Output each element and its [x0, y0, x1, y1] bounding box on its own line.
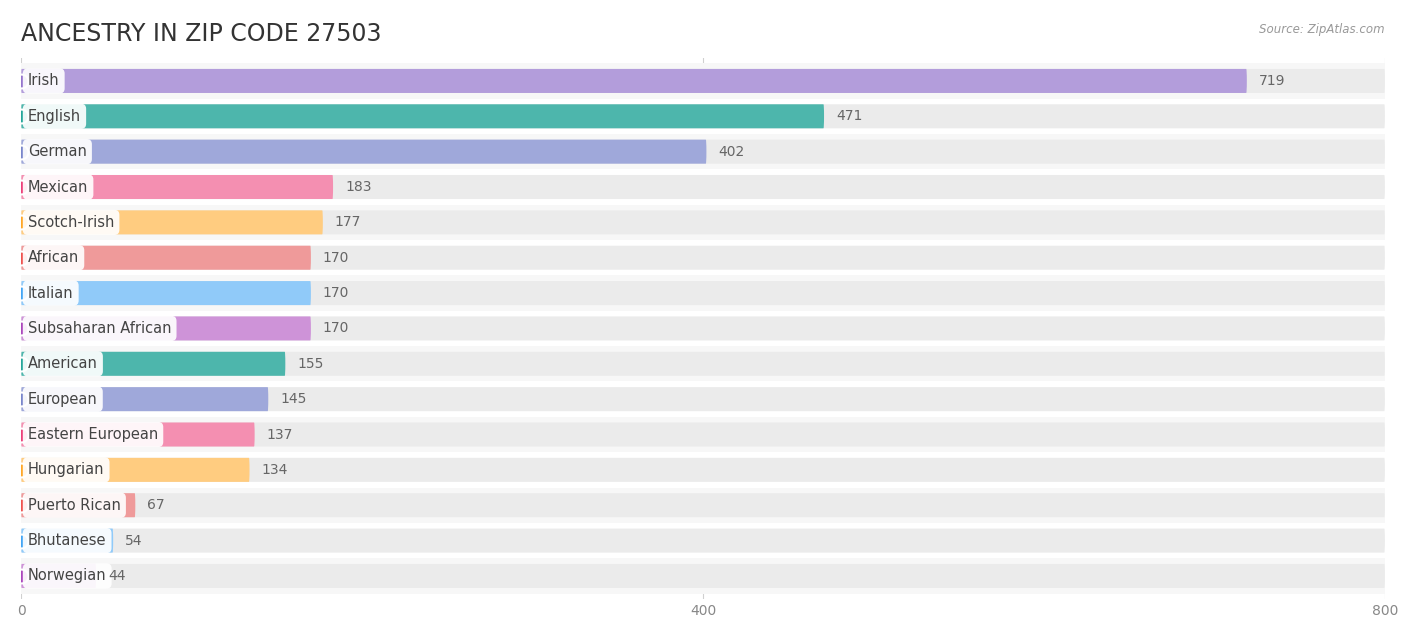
FancyBboxPatch shape — [21, 134, 1385, 169]
FancyBboxPatch shape — [21, 417, 1385, 452]
FancyBboxPatch shape — [21, 316, 1385, 341]
FancyBboxPatch shape — [21, 311, 1385, 346]
Text: 155: 155 — [297, 357, 323, 371]
Text: Eastern European: Eastern European — [28, 427, 157, 442]
FancyBboxPatch shape — [21, 352, 285, 376]
Text: Norwegian: Norwegian — [28, 569, 107, 583]
Text: Bhutanese: Bhutanese — [28, 533, 107, 548]
Text: Subsaharan African: Subsaharan African — [28, 321, 172, 336]
Text: Hungarian: Hungarian — [28, 462, 104, 477]
Text: 719: 719 — [1258, 74, 1285, 88]
Text: Italian: Italian — [28, 285, 73, 301]
Text: ANCESTRY IN ZIP CODE 27503: ANCESTRY IN ZIP CODE 27503 — [21, 23, 381, 46]
FancyBboxPatch shape — [21, 205, 1385, 240]
FancyBboxPatch shape — [21, 352, 1385, 376]
FancyBboxPatch shape — [21, 246, 311, 270]
FancyBboxPatch shape — [21, 63, 1385, 99]
FancyBboxPatch shape — [21, 140, 1385, 164]
FancyBboxPatch shape — [21, 529, 1385, 553]
FancyBboxPatch shape — [21, 169, 1385, 205]
FancyBboxPatch shape — [21, 211, 1385, 234]
Text: Source: ZipAtlas.com: Source: ZipAtlas.com — [1260, 23, 1385, 35]
FancyBboxPatch shape — [21, 452, 1385, 488]
FancyBboxPatch shape — [21, 523, 1385, 558]
FancyBboxPatch shape — [21, 276, 1385, 311]
Text: Irish: Irish — [28, 73, 59, 88]
FancyBboxPatch shape — [21, 387, 1385, 411]
FancyBboxPatch shape — [21, 488, 1385, 523]
FancyBboxPatch shape — [21, 281, 1385, 305]
FancyBboxPatch shape — [21, 458, 249, 482]
FancyBboxPatch shape — [21, 175, 1385, 199]
FancyBboxPatch shape — [21, 458, 1385, 482]
FancyBboxPatch shape — [21, 99, 1385, 134]
FancyBboxPatch shape — [21, 240, 1385, 276]
FancyBboxPatch shape — [21, 69, 1247, 93]
FancyBboxPatch shape — [21, 422, 254, 446]
FancyBboxPatch shape — [21, 387, 269, 411]
Text: 170: 170 — [323, 321, 349, 336]
FancyBboxPatch shape — [21, 140, 706, 164]
Text: Puerto Rican: Puerto Rican — [28, 498, 121, 513]
Text: African: African — [28, 251, 79, 265]
Text: English: English — [28, 109, 82, 124]
Text: 170: 170 — [323, 251, 349, 265]
FancyBboxPatch shape — [21, 422, 1385, 446]
FancyBboxPatch shape — [21, 381, 1385, 417]
Text: 44: 44 — [108, 569, 125, 583]
Text: 471: 471 — [837, 109, 862, 123]
FancyBboxPatch shape — [21, 564, 96, 588]
Text: 170: 170 — [323, 286, 349, 300]
FancyBboxPatch shape — [21, 564, 1385, 588]
FancyBboxPatch shape — [21, 211, 323, 234]
Text: 145: 145 — [280, 392, 307, 406]
Text: German: German — [28, 144, 87, 159]
FancyBboxPatch shape — [21, 316, 311, 341]
FancyBboxPatch shape — [21, 529, 112, 553]
Text: 183: 183 — [344, 180, 371, 194]
FancyBboxPatch shape — [21, 69, 1385, 93]
Text: 402: 402 — [718, 145, 745, 158]
FancyBboxPatch shape — [21, 104, 1385, 128]
Text: 177: 177 — [335, 215, 361, 229]
Text: Mexican: Mexican — [28, 180, 89, 194]
FancyBboxPatch shape — [21, 104, 824, 128]
Text: 54: 54 — [125, 534, 142, 547]
Text: European: European — [28, 392, 97, 406]
Text: American: American — [28, 356, 98, 372]
Text: 67: 67 — [148, 498, 165, 512]
Text: 137: 137 — [267, 428, 292, 442]
FancyBboxPatch shape — [21, 493, 1385, 517]
Text: 134: 134 — [262, 463, 288, 477]
FancyBboxPatch shape — [21, 558, 1385, 594]
Text: Scotch-Irish: Scotch-Irish — [28, 215, 114, 230]
FancyBboxPatch shape — [21, 281, 311, 305]
FancyBboxPatch shape — [21, 175, 333, 199]
FancyBboxPatch shape — [21, 246, 1385, 270]
FancyBboxPatch shape — [21, 346, 1385, 381]
FancyBboxPatch shape — [21, 493, 135, 517]
